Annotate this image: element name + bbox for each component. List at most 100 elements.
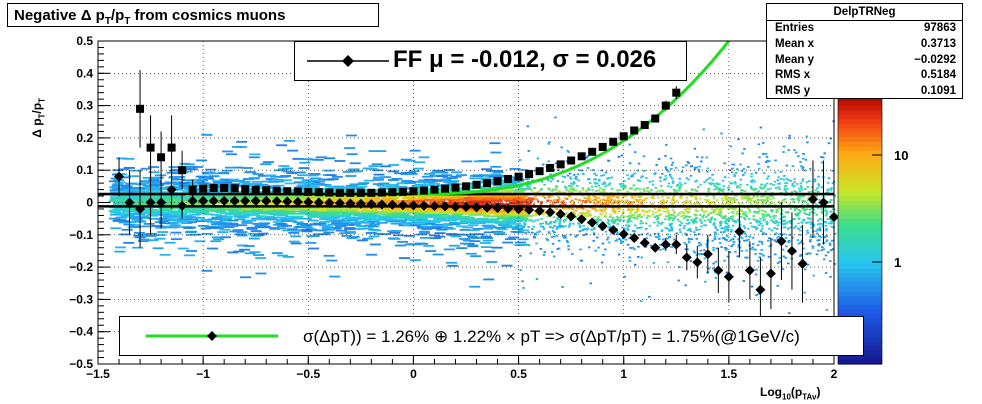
heatmap-cell (727, 186, 730, 189)
heatmap-cell (560, 224, 564, 227)
heatmap-cell (329, 275, 341, 278)
heatmap-cell (349, 223, 361, 226)
heatmap-cell (826, 218, 830, 221)
heatmap-cell (653, 173, 656, 175)
heatmap-cell (796, 239, 800, 241)
heatmap-cell (627, 177, 631, 180)
heatmap-cell (757, 207, 760, 210)
heatmap-cell (589, 282, 593, 285)
heatmap-cell (472, 174, 484, 177)
heatmap-cell (686, 160, 689, 163)
heatmap-cell (563, 219, 566, 222)
heatmap-cell (592, 232, 596, 235)
heatmap-cell (404, 182, 416, 184)
heatmap-cell (534, 212, 538, 215)
heatmap-cell (817, 249, 820, 252)
heatmap-cell (822, 220, 826, 223)
heatmap-cell (708, 202, 712, 205)
heatmap-cell (440, 215, 452, 217)
heatmap-cell (741, 152, 744, 155)
heatmap-cell (558, 221, 561, 224)
heatmap-cell (731, 211, 735, 214)
heatmap-cell (803, 188, 807, 190)
heatmap-cell (452, 200, 464, 203)
heatmap-cell (425, 209, 437, 212)
heatmap-cell (394, 214, 406, 217)
heatmap-cell (565, 217, 569, 220)
heatmap-cell (392, 234, 404, 237)
heatmap-cell (637, 245, 640, 248)
heatmap-cell (601, 183, 604, 185)
heatmap-cell (646, 216, 649, 219)
heatmap-cell (644, 222, 648, 225)
heatmap-cell (604, 212, 608, 215)
heatmap-cell (774, 187, 778, 189)
heatmap-cell (633, 217, 636, 220)
heatmap-cell (621, 169, 625, 172)
heatmap-cell (567, 225, 571, 228)
heatmap-cell (274, 213, 286, 215)
heatmap-cell (170, 168, 182, 171)
heatmap-cell (393, 172, 405, 175)
heatmap-cell (560, 201, 563, 204)
heatmap-cell (698, 214, 702, 217)
heatmap-cell (815, 203, 818, 206)
heatmap-cell (694, 209, 698, 212)
heatmap-cell (816, 228, 820, 231)
heatmap-cell (660, 223, 663, 225)
heatmap-cell (556, 248, 560, 250)
heatmap-cell (706, 167, 710, 170)
heatmap-cell (221, 181, 233, 184)
heatmap-cell (794, 225, 798, 228)
heatmap-cell (288, 198, 300, 201)
heatmap-cell (593, 233, 596, 236)
heatmap-cell (207, 247, 219, 250)
heatmap-cell (255, 225, 267, 228)
heatmap-cell (290, 242, 302, 245)
heatmap-cell (511, 228, 523, 230)
heatmap-cell (317, 210, 329, 213)
heatmap-cell (408, 170, 420, 173)
heatmap-cell (597, 216, 600, 219)
heatmap-cell (543, 251, 546, 254)
heatmap-cell (639, 191, 642, 194)
heatmap-cell (638, 195, 641, 198)
heatmap-cell (561, 235, 565, 237)
heatmap-cell (184, 168, 196, 170)
heatmap-cell (190, 179, 202, 181)
heatmap-cell (673, 190, 676, 193)
heatmap-cell (549, 220, 553, 223)
heatmap-cell (249, 153, 261, 156)
heatmap-cell (552, 216, 556, 219)
heatmap-cell (505, 213, 517, 216)
heatmap-cell (806, 229, 809, 232)
heatmap-cell (586, 227, 590, 230)
heatmap-cell (522, 197, 525, 200)
heatmap-cell (437, 225, 449, 228)
heatmap-cell (761, 142, 765, 144)
heatmap-cell (251, 183, 263, 185)
heatmap-cell (482, 197, 494, 200)
heatmap-cell (547, 160, 550, 163)
heatmap-cell (797, 155, 800, 158)
heatmap-cell (509, 216, 521, 219)
heatmap-cell (671, 219, 675, 222)
heatmap-cell (317, 209, 329, 212)
heatmap-cell (617, 253, 621, 256)
heatmap-cell (725, 239, 728, 242)
heatmap-cell (318, 203, 330, 206)
heatmap-cell (158, 191, 170, 193)
heatmap-cell (568, 195, 572, 198)
heatmap-cell (565, 198, 569, 200)
heatmap-cell (723, 195, 727, 198)
heatmap-cell (550, 236, 554, 238)
heatmap-cell (306, 235, 318, 238)
heatmap-cell (168, 166, 180, 168)
heatmap-cell (706, 170, 709, 173)
heatmap-cell (721, 190, 725, 193)
heatmap-cell (189, 216, 201, 219)
heatmap-cell (730, 201, 734, 204)
heatmap-cell (192, 166, 204, 168)
heatmap-cell (817, 190, 820, 193)
heatmap-cell (629, 247, 632, 249)
